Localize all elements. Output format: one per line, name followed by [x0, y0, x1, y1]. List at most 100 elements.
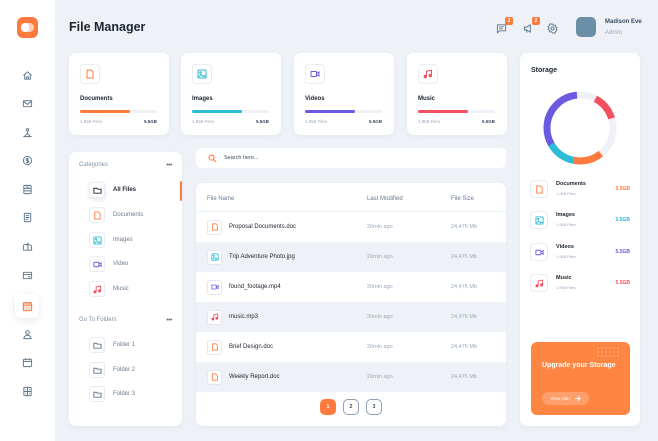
image-icon	[92, 235, 102, 245]
storage-item-documents[interactable]: Documents 1.958 Files 5.5GB	[530, 180, 632, 200]
storage-size: 5.5GB	[368, 119, 382, 124]
active-indicator	[180, 181, 182, 201]
notifications-button[interactable]: 2	[521, 17, 540, 35]
document-icon	[211, 223, 218, 231]
home-icon	[22, 70, 32, 80]
storage-size: 5.5GB	[143, 119, 157, 124]
report-icon	[22, 386, 32, 396]
sidebar-item-layout[interactable]	[16, 178, 38, 200]
document-icon	[86, 69, 94, 79]
file-modified: 20min ago	[367, 224, 393, 230]
sidebar-item-network[interactable]	[16, 121, 38, 143]
page-button-2[interactable]: 2	[343, 399, 359, 415]
category-video[interactable]: Video	[89, 255, 169, 273]
sidebar-item-home[interactable]	[16, 64, 38, 86]
storage-item-music[interactable]: Music 1.958 Files 5.5GB	[530, 274, 632, 294]
file-size: 24,476 Mb	[451, 374, 477, 380]
mailbox-icon	[22, 241, 32, 251]
category-documents[interactable]: Documents	[89, 206, 169, 224]
sidebar-item-mailbox[interactable]	[16, 235, 38, 257]
message-icon	[496, 23, 506, 34]
folders-more-button[interactable]: •••	[166, 317, 172, 324]
file-name: Proposal Documents.doc	[229, 224, 297, 230]
sidebar-item-finance[interactable]	[16, 149, 38, 171]
folder-icon	[92, 187, 102, 194]
column-header-last-modified[interactable]: Last Modified	[367, 196, 403, 202]
sidebar-item-cards[interactable]	[16, 264, 38, 286]
stat-card-music[interactable]: Music 1.958 Files 5.5GB	[407, 53, 507, 135]
app-logo[interactable]	[17, 17, 38, 38]
table-row[interactable]: Brief Design.doc 20min ago 24,476 Mb	[196, 332, 506, 362]
video-icon	[310, 71, 320, 77]
column-header-file-name[interactable]: File Name	[207, 196, 235, 202]
storage-panel: Storage Documents 1.958 Files 5.5GB Imag…	[520, 53, 640, 426]
file-name: Trip Adventure Photo.jpg	[229, 254, 295, 260]
file-name: Weekly Report.doc	[229, 374, 280, 380]
page-title: File Manager	[69, 20, 146, 34]
file-size: 24,476 Mb	[451, 284, 477, 290]
file-modified: 20min ago	[367, 314, 393, 320]
table-row[interactable]: Weekly Report.doc 20min ago 24,476 Mb	[196, 362, 506, 392]
folder-item-3[interactable]: Folder 3	[89, 385, 169, 403]
file-name: music.mp3	[229, 314, 259, 320]
column-header-file-size[interactable]: File Size	[451, 196, 475, 202]
calendar-icon	[22, 357, 32, 367]
settings-button[interactable]	[545, 21, 559, 35]
folder-item-1[interactable]: Folder 1	[89, 336, 169, 354]
search-bar[interactable]	[196, 148, 506, 168]
categories-more-button[interactable]: •••	[166, 162, 172, 169]
sidebar-item-file-manager[interactable]	[15, 294, 39, 318]
dollar-icon	[22, 155, 32, 165]
music-icon	[93, 285, 101, 293]
category-images[interactable]: Images	[89, 231, 169, 249]
file-size: 24,476 Mb	[451, 344, 477, 350]
file-modified: 20min ago	[367, 254, 393, 260]
avatar[interactable]	[576, 17, 596, 37]
table-row[interactable]: Trip Adventure Photo.jpg 20min ago 24,47…	[196, 242, 506, 272]
progress-bar	[192, 110, 269, 113]
messages-badge: 2	[505, 17, 513, 25]
folder-item-2[interactable]: Folder 2	[89, 361, 169, 379]
storage-item-videos[interactable]: Videos 1.958 Files 5.5GB	[530, 243, 632, 263]
document-icon	[93, 210, 101, 220]
document-icon	[23, 212, 31, 222]
file-modified: 20min ago	[367, 284, 393, 290]
stat-card-videos[interactable]: Videos 1.958 Files 5.5GB	[294, 53, 394, 135]
sidebar-item-mail[interactable]	[16, 92, 38, 114]
sidebar-item-documents[interactable]	[16, 206, 38, 228]
table-row[interactable]: music.mp3 20min ago 24,476 Mb	[196, 302, 506, 332]
storage-size: 5.5GB	[481, 119, 495, 124]
page-button-1[interactable]: 1	[320, 399, 336, 415]
page-button-3[interactable]: 3	[366, 399, 382, 415]
category-music[interactable]: Music	[89, 280, 169, 298]
file-size: 24,476 Mb	[451, 314, 477, 320]
folder-icon	[92, 367, 102, 374]
stat-card-documents[interactable]: Documents 1.958 Files 5.5GB	[69, 53, 169, 135]
sidebar-item-reports[interactable]	[16, 380, 38, 402]
search-input[interactable]	[224, 155, 474, 161]
file-count: 1.958 Files	[305, 119, 328, 124]
storage-item-images[interactable]: Images 1.958 Files 5.5GB	[530, 211, 632, 231]
storage-size: 5.5GB	[255, 119, 269, 124]
table-row[interactable]: Proposal Documents.doc 20min ago 24,476 …	[196, 212, 506, 242]
sidebar-item-calendar[interactable]	[16, 351, 38, 373]
table-row[interactable]: found_footage.mp4 20min ago 24,476 Mb	[196, 272, 506, 302]
file-size: 24,476 Mb	[451, 224, 477, 230]
category-all-files[interactable]: All Files	[89, 181, 169, 199]
sidebar	[0, 0, 55, 441]
dot-pattern	[596, 346, 620, 358]
file-modified: 20min ago	[367, 374, 393, 380]
notifications-badge: 2	[532, 17, 540, 25]
view-plan-button[interactable]: View plan	[542, 392, 589, 405]
stat-label: Videos	[305, 96, 325, 102]
stat-card-images[interactable]: Images 1.958 Files 5.5GB	[181, 53, 281, 135]
video-icon	[92, 261, 102, 267]
sidebar-item-users[interactable]	[16, 323, 38, 345]
progress-bar	[305, 110, 382, 113]
categories-panel: Categories ••• All Files Documents Image…	[69, 152, 182, 426]
messages-button[interactable]: 2	[494, 17, 513, 35]
video-icon	[210, 284, 219, 290]
folders-title: Go To Folders	[79, 317, 117, 323]
gear-icon	[547, 22, 557, 34]
user-name: Madison Eve	[605, 19, 642, 25]
